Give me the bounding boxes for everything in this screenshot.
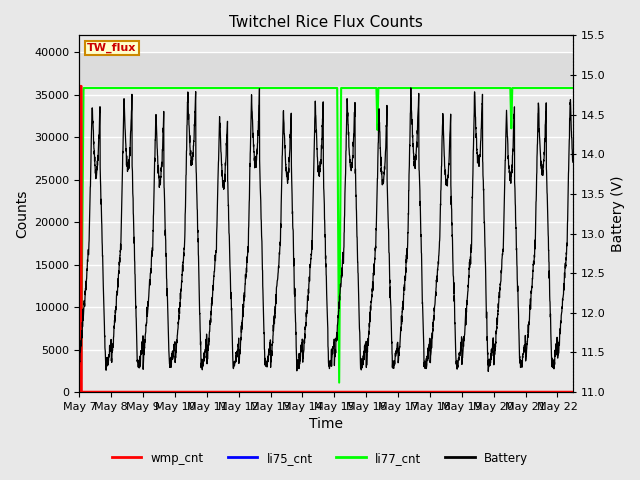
Bar <box>79 52 573 84</box>
Text: TW_flux: TW_flux <box>88 43 137 53</box>
Legend: wmp_cnt, li75_cnt, li77_cnt, Battery: wmp_cnt, li75_cnt, li77_cnt, Battery <box>107 447 533 469</box>
Y-axis label: Battery (V): Battery (V) <box>611 176 625 252</box>
Y-axis label: Counts: Counts <box>15 190 29 238</box>
Title: Twitchel Rice Flux Counts: Twitchel Rice Flux Counts <box>230 15 423 30</box>
X-axis label: Time: Time <box>309 418 344 432</box>
